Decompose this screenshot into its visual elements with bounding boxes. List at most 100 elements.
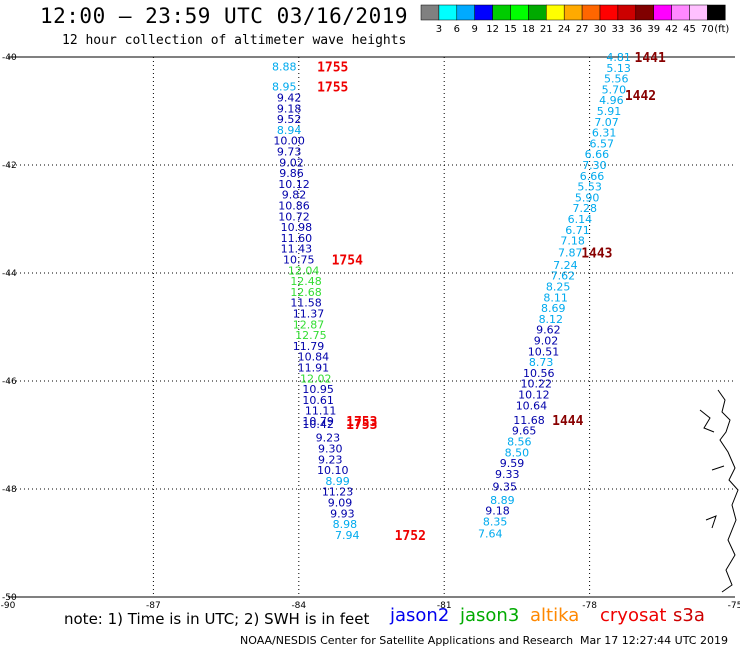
wave-height-east: 11.68 <box>513 414 545 427</box>
wave-height-west: 12.02 <box>300 372 332 385</box>
wave-height-east: 5.13 <box>606 62 631 75</box>
wave-height-east: 6.66 <box>580 170 605 183</box>
wave-height-east: 5.91 <box>597 105 622 118</box>
time-label: 1753 <box>346 415 377 430</box>
chart-grid <box>8 56 735 598</box>
colorbar-swatch <box>546 4 565 21</box>
colorbar-swatch <box>599 4 619 21</box>
wave-height-west: 11.11 <box>305 405 337 418</box>
wave-height-west: 11.91 <box>298 362 330 375</box>
wave-height-west: 11.58 <box>290 297 322 310</box>
y-tick-label: -48 <box>2 485 17 495</box>
wave-height-west: 8.98 <box>333 518 358 531</box>
wave-height-east: 8.69 <box>541 302 566 315</box>
wave-height-west: 7.94 <box>335 529 360 542</box>
wave-height-east: 10.12 <box>518 389 550 402</box>
wave-height-east: 6.66 <box>585 148 610 161</box>
wave-height-west: 8.95 <box>272 81 297 94</box>
wave-height-west: 9.30 <box>318 443 343 456</box>
wave-height-east: 7.87 <box>558 246 583 259</box>
wave-height-west: 11.79 <box>293 340 325 353</box>
wave-height-west: 10.72 <box>278 210 310 223</box>
wave-height-east: 10.51 <box>528 345 560 358</box>
colorbar-tick: 36 <box>629 24 642 35</box>
colorbar-tick: 42 <box>665 24 678 35</box>
colorbar-swatch <box>671 4 690 21</box>
coastline <box>699 389 739 593</box>
wave-height-east: 9.18 <box>485 505 510 518</box>
wave-height-east: 5.53 <box>577 181 602 194</box>
credit-line: NOAA/NESDIS Center for Satellite Applica… <box>240 634 574 647</box>
wave-height-east: 8.73 <box>529 356 554 369</box>
wave-height-east: 6.14 <box>568 213 593 226</box>
axis-ticks: -90 -87 -84 -81 -78 -75 -40 -42 -44 -46 -48 -50 <box>1 53 740 611</box>
wave-height-west: 9.23 <box>316 432 341 445</box>
wave-height-east: 9.62 <box>536 324 561 337</box>
time-label: 1755 <box>317 81 348 96</box>
wave-height-east: 9.65 <box>512 425 537 438</box>
colorbar-tick: 33 <box>612 24 625 35</box>
colorbar-tick: 15 <box>504 24 517 35</box>
wave-height-east: 8.56 <box>507 435 532 448</box>
page-subtitle: 12 hour collection of altimeter wave hei… <box>62 33 407 48</box>
wave-height-east: 4.81 <box>606 51 631 64</box>
wave-height-east: 9.59 <box>500 457 525 470</box>
footer-note: note: 1) Time is in UTC; 2) SWH is in fe… <box>64 610 370 628</box>
wave-height-west: 8.88 <box>272 61 297 74</box>
colorbar-tick: 70 <box>701 24 714 35</box>
wave-height-east: 8.12 <box>539 313 564 326</box>
wave-height-west: 10.79 <box>302 415 334 428</box>
wave-height-east: 6.71 <box>565 224 590 237</box>
time-label: 1753 <box>346 418 377 433</box>
colorbar-swatch <box>707 4 726 21</box>
wave-height-west: 9.52 <box>277 113 302 126</box>
colorbar-swatch <box>438 4 458 21</box>
wave-height-west: 11.23 <box>322 486 354 499</box>
colorbar-swatch <box>492 4 511 21</box>
wave-height-west: 9.02 <box>279 156 304 169</box>
x-tick-label: -87 <box>146 601 161 611</box>
wave-height-west: 9.18 <box>277 102 302 115</box>
wave-height-west: 9.23 <box>318 453 343 466</box>
colorbar-tick: 3 <box>436 24 442 35</box>
y-tick-label: -40 <box>2 53 17 63</box>
wave-height-west: 10.84 <box>298 351 330 364</box>
x-tick-label: -81 <box>437 601 452 611</box>
wave-height-east: 10.64 <box>516 399 548 412</box>
wave-height-east: 8.89 <box>490 494 515 507</box>
wave-height-west: 10.95 <box>302 383 334 396</box>
wave-height-east: 5.70 <box>602 83 627 96</box>
wave-height-east: 8.25 <box>546 281 571 294</box>
wave-height-east: 7.30 <box>582 159 607 172</box>
colorbar-tick: 12 <box>486 24 499 35</box>
colorbar-tick: 21 <box>540 24 553 35</box>
y-tick-label: -46 <box>2 377 17 387</box>
time-label: 1444 <box>552 414 583 429</box>
wave-height-west: 10.12 <box>278 178 310 191</box>
wave-height-west: 12.48 <box>290 275 322 288</box>
wave-height-east: 5.90 <box>575 191 600 204</box>
x-tick-label: -84 <box>291 601 306 611</box>
x-tick-label: -78 <box>582 601 597 611</box>
wave-height-west: 11.43 <box>281 243 313 256</box>
wave-height-west: 10.10 <box>317 464 349 477</box>
wave-height-west: 12.75 <box>295 329 327 342</box>
wave-height-east: 7.62 <box>551 270 576 283</box>
colorbar-swatch <box>456 4 475 21</box>
wave-height-west: 9.42 <box>277 92 302 105</box>
wave-height-west: 12.68 <box>290 286 322 299</box>
wave-height-west: 12.04 <box>288 264 320 277</box>
wave-height-east: 7.18 <box>560 235 585 248</box>
wave-height-east: 10.56 <box>523 367 555 380</box>
colorbar-tick: 39 <box>647 24 660 35</box>
time-label: 1752 <box>395 529 426 544</box>
wave-height-west: 8.94 <box>277 124 302 137</box>
time-label: 1443 <box>581 246 612 261</box>
wave-height-west: 10.98 <box>281 221 313 234</box>
colorbar-swatch <box>653 4 672 21</box>
time-label: 1754 <box>332 254 363 269</box>
wave-height-east: 4.96 <box>599 94 624 107</box>
mission-altika: altika <box>530 605 580 626</box>
wave-height-west: 10.42 <box>302 418 334 431</box>
